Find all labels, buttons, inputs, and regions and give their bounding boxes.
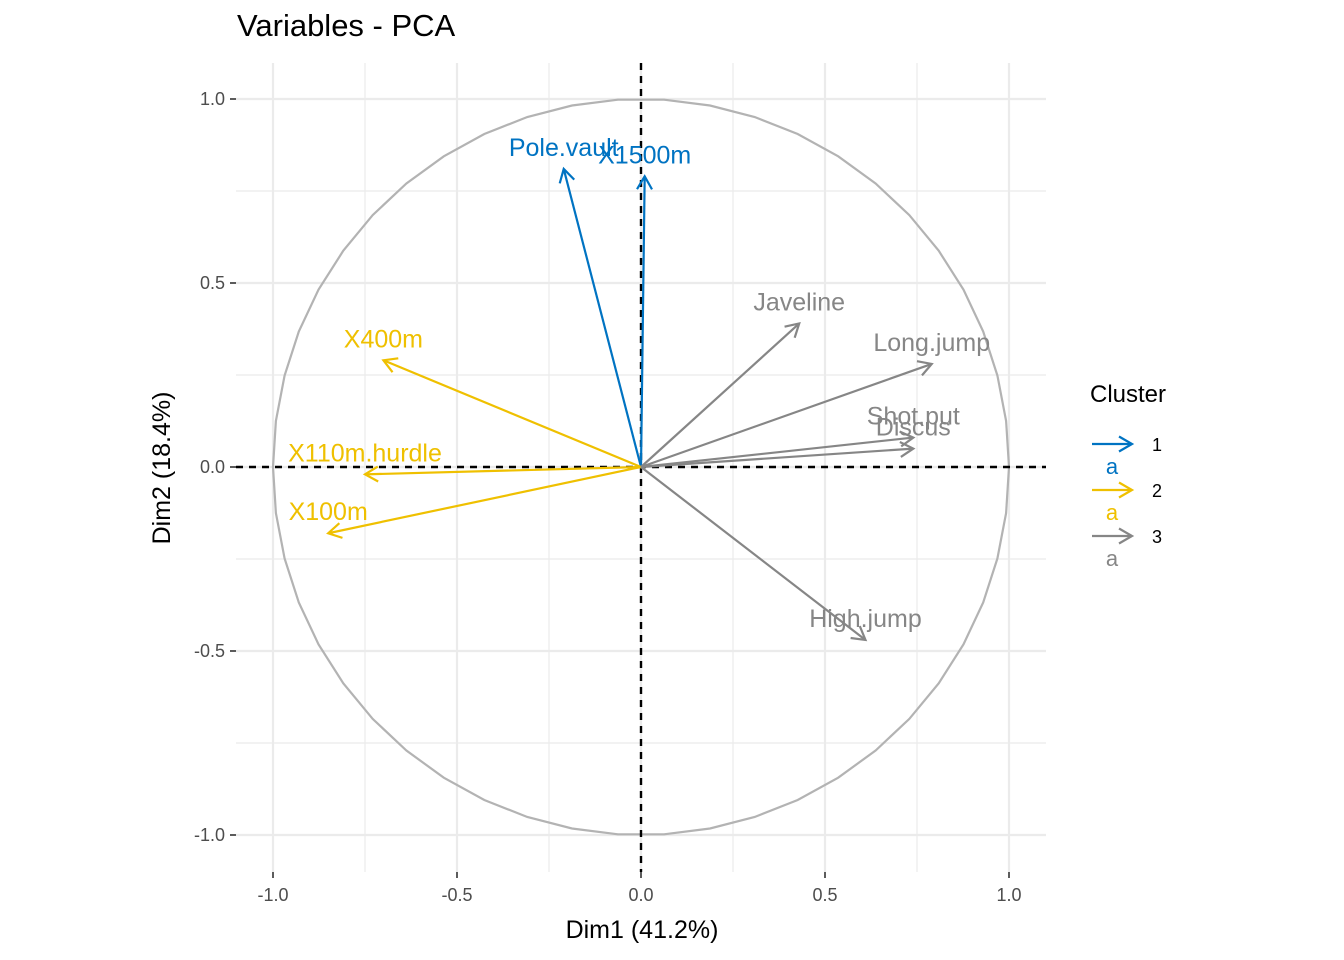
- legend-title: Cluster: [1090, 381, 1166, 408]
- legend-label: 1: [1152, 435, 1162, 455]
- variable-arrow-pole-vault: [558, 166, 643, 468]
- arrow-head: [381, 357, 399, 373]
- arrow-head: [362, 465, 379, 483]
- variable-arrow-x110m-hurdle: [362, 465, 642, 483]
- variable-label: Pole.vault: [509, 134, 619, 162]
- arrow-shaft: [640, 322, 800, 468]
- variable-arrow-shot-put: [640, 430, 916, 469]
- x-tick-label: -1.0: [257, 885, 288, 905]
- variable-arrow-long-jump: [640, 360, 934, 469]
- legend-key-text: a: [1106, 454, 1119, 479]
- variable-label: Discus: [876, 414, 951, 442]
- legend-key-text: a: [1106, 546, 1119, 571]
- arrow-shaft: [364, 465, 642, 476]
- unit-circle: [271, 98, 1011, 836]
- arrow-head: [326, 522, 343, 539]
- y-tick-label: 1.0: [200, 89, 225, 109]
- correlation-circle: [271, 98, 1011, 836]
- variable-arrow-x400m: [381, 357, 642, 469]
- legend-item-1: a1: [1092, 435, 1162, 479]
- legend-item-2: a2: [1092, 481, 1162, 525]
- arrow-head: [784, 322, 801, 339]
- legend-label: 3: [1152, 527, 1162, 547]
- variable-label: X400m: [344, 325, 423, 353]
- variable-label: Shot.put: [867, 403, 960, 431]
- legend-key-text: a: [1106, 500, 1119, 525]
- variable-arrow-high-jump: [640, 466, 868, 642]
- arrow-shaft: [640, 436, 914, 469]
- variable-arrow-x1500m: [636, 174, 653, 468]
- arrow-head: [916, 360, 934, 377]
- arrow-head: [558, 166, 576, 184]
- legend-item-3: a3: [1092, 527, 1162, 571]
- x-tick-label: -0.5: [441, 885, 472, 905]
- variable-label: X110m.hurdle: [288, 439, 442, 467]
- variable-label: Javeline: [753, 288, 845, 316]
- arrow-shaft: [562, 168, 643, 468]
- variable-arrow-x100m: [326, 465, 642, 539]
- variable-arrow-javeline: [640, 322, 801, 468]
- y-tick-label: -0.5: [194, 641, 225, 661]
- arrow-head: [1118, 435, 1135, 453]
- arrow-head: [899, 441, 916, 458]
- arrow-head: [636, 174, 653, 190]
- x-tick-label: 1.0: [996, 885, 1021, 905]
- variable-label: X1500m: [598, 141, 691, 169]
- arrow-shaft: [382, 359, 642, 469]
- y-tick-label: 0.5: [200, 273, 225, 293]
- x-tick-label: 0.5: [812, 885, 837, 905]
- variable-arrow-discus: [640, 441, 916, 469]
- variable-arrows: [326, 166, 934, 642]
- arrow-head: [1118, 481, 1135, 499]
- chart-title: Variables - PCA: [237, 8, 456, 43]
- arrow-shaft: [639, 176, 646, 468]
- variable-label: Long.jump: [873, 329, 990, 357]
- variable-label: High.jump: [809, 605, 922, 633]
- y-axis-title: Dim2 (18.4%): [148, 392, 176, 545]
- x-tick-label: 0.0: [628, 885, 653, 905]
- x-axis-title: Dim1 (41.2%): [566, 916, 719, 944]
- axes: -1.0 -0.5 0.0 0.5 1.0 -1.0 -0.5 0.0 0.5 1.0: [194, 89, 1022, 905]
- arrow-shaft: [640, 362, 933, 469]
- arrow-head: [1118, 527, 1135, 545]
- variable-label: X100m: [289, 498, 368, 526]
- arrow-shaft: [640, 466, 867, 641]
- y-tick-label: -1.0: [194, 825, 225, 845]
- legend-label: 2: [1152, 481, 1162, 501]
- arrow-shaft: [327, 465, 642, 535]
- y-tick-label: 0.0: [200, 457, 225, 477]
- arrow-shaft: [640, 447, 914, 469]
- arrow-head: [850, 625, 868, 642]
